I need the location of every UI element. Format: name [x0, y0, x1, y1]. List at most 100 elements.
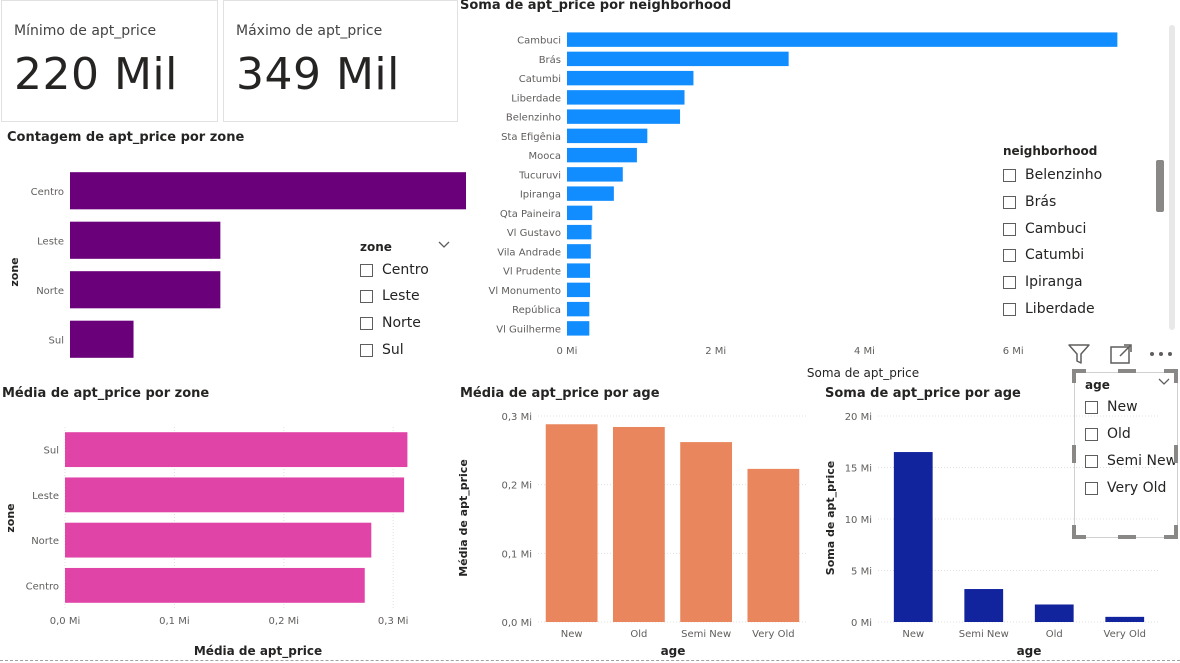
y-tick-label: Liberdade [511, 93, 561, 104]
zone-slicer[interactable]: zone Centro Leste Norte Sul [360, 238, 460, 368]
checkbox[interactable] [1003, 168, 1016, 182]
chart-sum-by-neighborhood[interactable]: Soma de apt_price 0 Mi 2 Mi 4 Mi 6 Mi Cambuc… [470, 15, 1130, 385]
checkbox[interactable] [1085, 454, 1098, 468]
resize-handle[interactable] [1164, 369, 1178, 373]
neighborhood-slicer[interactable]: neighborhood Belenzinho Brás Cambuci Cat… [1003, 143, 1173, 328]
y-axis-label: Soma de apt_price [824, 461, 837, 575]
kpi-card-value: 349 Mil [236, 49, 400, 100]
resize-handle[interactable] [1072, 535, 1086, 539]
resize-handle[interactable] [1072, 369, 1086, 373]
bar [567, 263, 591, 278]
y-tick-label: Mooca [529, 151, 562, 162]
chart-count-by-zone[interactable]: zone Centro Leste Norte Sul [0, 150, 470, 380]
slicer-item[interactable]: Belenzinho [1003, 167, 1102, 183]
kpi-card-value: 220 Mil [14, 49, 178, 100]
resize-handle[interactable] [1118, 535, 1136, 539]
resize-handle[interactable] [1174, 445, 1178, 463]
y-tick-label: República [512, 304, 561, 316]
checkbox[interactable] [360, 263, 373, 277]
bar [747, 468, 800, 622]
checkbox[interactable] [1003, 275, 1016, 289]
x-tick-label: Old [1046, 629, 1063, 640]
x-tick-label: 0 Mi [557, 346, 578, 357]
checkbox[interactable] [1085, 427, 1098, 441]
resize-handle[interactable] [1072, 445, 1076, 463]
chart-avg-by-age[interactable]: age Média de apt_price 0,0 Mi 0,1 Mi 0,2 M… [455, 405, 815, 661]
resize-handle[interactable] [1164, 535, 1178, 539]
bar [567, 147, 637, 163]
slicer-item-label: Very Old [1107, 480, 1167, 496]
resize-handle[interactable] [1174, 525, 1178, 539]
kpi-card-max[interactable]: Máximo de apt_price 349 Mil [223, 0, 458, 122]
checkbox[interactable] [1003, 195, 1016, 209]
checkbox[interactable] [1003, 302, 1016, 316]
bar [545, 424, 598, 622]
chevron-down-icon[interactable] [1158, 377, 1170, 387]
x-tick-label: 0,2 Mi [269, 616, 300, 627]
slicer-item-label: Sul [382, 342, 404, 358]
slicer-item-leste[interactable]: Leste [360, 288, 420, 304]
checkbox[interactable] [1003, 248, 1016, 262]
x-tick-label: 4 Mi [854, 346, 875, 357]
checkbox[interactable] [1003, 222, 1016, 236]
bar [70, 271, 221, 309]
slicer-item[interactable]: Liberdade [1003, 301, 1095, 317]
bar [567, 244, 591, 259]
x-tick-label: New [902, 629, 924, 640]
scrollbar-thumb[interactable] [1156, 160, 1164, 212]
filter-icon[interactable] [1067, 343, 1091, 365]
y-tick-label: Vl Monumento [489, 286, 562, 297]
x-tick-label: Semi New [681, 629, 731, 640]
checkbox[interactable] [1085, 481, 1098, 495]
checkbox[interactable] [360, 343, 373, 357]
resize-handle[interactable] [1174, 369, 1178, 383]
slicer-item-very-old[interactable]: Very Old [1085, 480, 1166, 496]
kpi-card-min[interactable]: Mínimo de apt_price 220 Mil [1, 0, 218, 122]
resize-handle[interactable] [1118, 369, 1136, 373]
chevron-down-icon[interactable] [438, 240, 450, 250]
bar [612, 426, 665, 622]
slicer-item-semi-new[interactable]: Semi New [1085, 453, 1177, 469]
slicer-item-norte[interactable]: Norte [360, 315, 421, 331]
slicer-item-label: Centro [382, 262, 429, 278]
slicer-header: age [1085, 378, 1110, 392]
bar [65, 477, 405, 513]
y-tick-label: 20 Mi [845, 412, 872, 423]
y-tick-label: 0,0 Mi [502, 618, 533, 629]
bar [680, 442, 733, 622]
y-tick-label: 0 Mi [851, 618, 872, 629]
x-tick-label: 0,1 Mi [159, 616, 190, 627]
resize-handle[interactable] [1072, 369, 1076, 383]
bar [567, 70, 694, 86]
slicer-item[interactable]: Catumbi [1003, 247, 1084, 263]
y-tick-label: Norte [36, 286, 64, 297]
slicer-item[interactable]: Ipiranga [1003, 274, 1083, 290]
scrollbar-track[interactable] [1169, 25, 1175, 330]
slicer-item-new[interactable]: New [1085, 399, 1138, 415]
slicer-item-old[interactable]: Old [1085, 426, 1131, 442]
y-tick-label: Vl Gustavo [507, 228, 561, 239]
checkbox[interactable] [360, 289, 373, 303]
resize-handle[interactable] [1072, 525, 1076, 539]
x-axis-label: age [1017, 644, 1042, 658]
page-boundary [0, 660, 1180, 661]
y-tick-label: Ipiranga [520, 190, 561, 201]
chart-title-avg-age: Média de apt_price por age [460, 386, 660, 401]
more-options-icon[interactable] [1149, 350, 1175, 358]
slicer-item-centro[interactable]: Centro [360, 262, 429, 278]
age-slicer[interactable]: age New Old Semi New Very Old [1074, 372, 1178, 538]
focus-mode-icon[interactable] [1109, 343, 1133, 365]
slicer-item[interactable]: Cambuci [1003, 221, 1086, 237]
slicer-item-sul[interactable]: Sul [360, 342, 404, 358]
x-axis-label: Soma de apt_price [807, 366, 919, 380]
chart-avg-by-zone[interactable]: Média de apt_price zone 0,0 Mi 0,1 Mi 0,2 … [0, 405, 450, 661]
checkbox[interactable] [360, 316, 373, 330]
bar [567, 301, 590, 317]
checkbox[interactable] [1085, 400, 1098, 414]
slicer-item[interactable]: Brás [1003, 194, 1056, 210]
x-tick-label: 0,3 Mi [378, 616, 409, 627]
x-tick-label: Semi New [959, 629, 1009, 640]
slicer-item-label: New [1107, 399, 1138, 415]
x-axis-label: Média de apt_price [194, 644, 322, 659]
chart-sum-by-age[interactable]: age Soma de apt_price 0 Mi 5 Mi 10 Mi 15 Mi… [820, 405, 1160, 661]
